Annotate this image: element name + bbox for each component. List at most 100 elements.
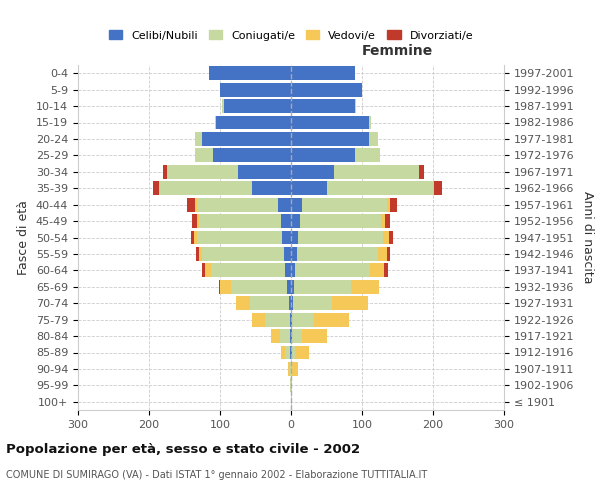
Bar — [211, 264, 286, 278]
Bar — [290, 329, 291, 343]
Bar — [283, 230, 291, 244]
Bar — [199, 247, 202, 261]
Bar — [238, 165, 291, 179]
Bar — [294, 280, 350, 294]
Bar — [369, 116, 371, 130]
Bar — [205, 264, 211, 278]
Bar — [290, 378, 291, 392]
Bar — [290, 362, 291, 376]
Bar — [291, 116, 369, 130]
Bar — [284, 346, 290, 360]
Bar — [291, 165, 334, 179]
Bar — [213, 148, 291, 162]
Bar — [295, 346, 310, 360]
Bar — [291, 395, 292, 409]
Bar — [292, 329, 302, 343]
Bar — [298, 230, 383, 244]
Bar — [291, 99, 355, 113]
Bar — [290, 312, 291, 326]
Bar — [284, 247, 291, 261]
Bar — [286, 264, 291, 278]
Bar — [383, 230, 389, 244]
Bar — [296, 247, 379, 261]
Bar — [265, 312, 290, 326]
Bar — [434, 181, 442, 195]
Bar — [385, 214, 389, 228]
Bar — [202, 247, 284, 261]
Bar — [332, 296, 368, 310]
Bar — [197, 198, 278, 211]
Bar — [159, 181, 160, 195]
Bar — [355, 99, 356, 113]
Bar — [280, 329, 290, 343]
Bar — [281, 214, 291, 228]
Bar — [291, 66, 355, 80]
Y-axis label: Anni di nascita: Anni di nascita — [581, 191, 594, 284]
Bar — [302, 329, 327, 343]
Bar — [278, 198, 291, 211]
Bar — [334, 165, 419, 179]
Bar — [292, 362, 298, 376]
Bar — [389, 230, 392, 244]
Bar — [220, 82, 291, 96]
Bar — [167, 165, 238, 179]
Text: Femmine: Femmine — [362, 44, 433, 58]
Bar — [222, 99, 224, 113]
Bar — [197, 230, 283, 244]
Bar — [287, 280, 291, 294]
Bar — [291, 280, 294, 294]
Bar — [292, 346, 295, 360]
Bar — [389, 198, 397, 211]
Bar — [217, 116, 291, 130]
Bar — [291, 247, 296, 261]
Bar — [271, 329, 280, 343]
Bar — [291, 82, 362, 96]
Bar — [195, 148, 213, 162]
Bar — [196, 247, 199, 261]
Bar — [250, 296, 289, 310]
Bar — [252, 312, 265, 326]
Bar — [160, 181, 252, 195]
Bar — [387, 247, 391, 261]
Bar — [281, 346, 284, 360]
Bar — [202, 132, 291, 146]
Bar — [314, 312, 349, 326]
Bar — [202, 264, 205, 278]
Bar — [291, 214, 299, 228]
Bar — [355, 148, 380, 162]
Bar — [293, 296, 332, 310]
Bar — [291, 346, 292, 360]
Bar — [187, 198, 195, 211]
Bar — [369, 132, 377, 146]
Bar — [291, 296, 293, 310]
Bar — [224, 99, 291, 113]
Bar — [199, 214, 281, 228]
Bar — [433, 181, 434, 195]
Bar — [370, 264, 384, 278]
Bar — [291, 362, 292, 376]
Bar — [299, 214, 381, 228]
Bar — [195, 198, 197, 211]
Bar — [220, 280, 230, 294]
Bar — [289, 296, 291, 310]
Text: COMUNE DI SUMIRAGO (VA) - Dati ISTAT 1° gennaio 2002 - Elaborazione TUTTITALIA.I: COMUNE DI SUMIRAGO (VA) - Dati ISTAT 1° … — [6, 470, 427, 480]
Bar — [291, 378, 292, 392]
Bar — [326, 181, 433, 195]
Bar — [384, 264, 388, 278]
Bar — [302, 198, 387, 211]
Bar — [193, 214, 197, 228]
Bar — [163, 165, 167, 179]
Bar — [288, 362, 290, 376]
Bar — [350, 280, 379, 294]
Bar — [209, 66, 291, 80]
Bar — [379, 247, 387, 261]
Bar — [291, 230, 298, 244]
Bar — [236, 296, 250, 310]
Bar — [197, 214, 199, 228]
Bar — [291, 312, 292, 326]
Bar — [387, 198, 389, 211]
Bar — [195, 132, 202, 146]
Bar — [194, 230, 197, 244]
Bar — [215, 116, 217, 130]
Bar — [290, 346, 291, 360]
